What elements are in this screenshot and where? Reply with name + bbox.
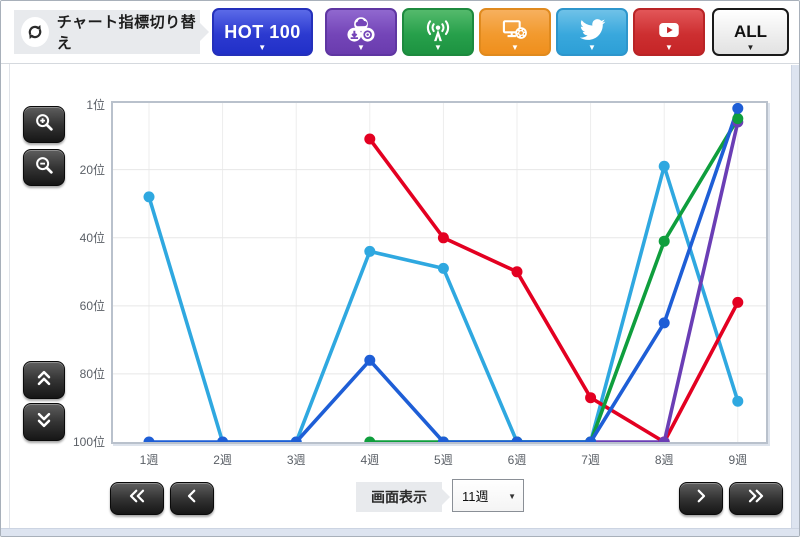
royal-blue-series-line xyxy=(147,106,740,442)
metric-button-video[interactable]: ▼ xyxy=(633,8,705,56)
royal-blue-series-point[interactable] xyxy=(364,354,376,366)
double-chevron-right-icon xyxy=(745,487,767,510)
metric-button-radio[interactable]: ▼ xyxy=(402,8,474,56)
chart-canvas[interactable] xyxy=(113,103,766,442)
chevron-down-icon: ▼ xyxy=(258,43,267,52)
monitor-disc-icon xyxy=(500,16,530,49)
x-tick-label: 1週 xyxy=(139,453,159,467)
green-series-point[interactable] xyxy=(658,235,670,247)
chevron-right-icon xyxy=(692,487,710,510)
scroll-down-button[interactable] xyxy=(23,403,65,441)
horizontal-scrollbar-track[interactable] xyxy=(1,528,799,536)
first-page-button[interactable] xyxy=(110,482,164,515)
royal-blue-series-point[interactable] xyxy=(658,317,670,329)
x-tick-label: 6週 xyxy=(507,453,527,467)
metric-button-twitter[interactable]: ▼ xyxy=(556,8,628,56)
display-range-label-text: 画面表示 xyxy=(371,489,427,505)
switch-arrows-icon xyxy=(21,17,49,47)
last-page-button[interactable] xyxy=(729,482,783,515)
sky-blue-series-point[interactable] xyxy=(437,262,449,274)
magnifier-minus-icon xyxy=(33,154,55,181)
prev-page-button[interactable] xyxy=(170,482,214,515)
metric-button-hot100[interactable]: HOT 100 ▼ xyxy=(212,8,313,56)
green-series-line xyxy=(367,116,740,442)
zoom-out-button[interactable] xyxy=(23,149,65,186)
purple-series-line xyxy=(588,120,740,442)
chart-metric-switch-text: チャート指標切り替え xyxy=(56,14,197,52)
chevron-down-icon: ▼ xyxy=(511,43,519,52)
chevron-down-icon: ▼ xyxy=(357,43,365,52)
red-series-point[interactable] xyxy=(437,232,449,244)
scroll-up-button[interactable] xyxy=(23,361,65,399)
metric-button-all[interactable]: ALL ▼ xyxy=(712,8,789,56)
x-tick-label: 5週 xyxy=(434,453,453,467)
royal-blue-series-point[interactable] xyxy=(290,436,302,443)
x-tick-label: 4週 xyxy=(360,453,380,467)
display-weeks-select[interactable]: 11週 ▼ xyxy=(452,479,524,512)
youtube-play-icon xyxy=(654,17,684,48)
display-weeks-value: 11週 xyxy=(462,489,489,504)
y-tick-label: 60位 xyxy=(79,298,105,313)
twitter-bird-icon xyxy=(578,16,606,49)
green-series-point[interactable] xyxy=(364,436,376,443)
red-series-point[interactable] xyxy=(585,392,597,404)
chevron-down-icon: ▼ xyxy=(746,43,755,52)
y-tick-label: 40位 xyxy=(79,230,105,245)
display-range-label: 画面表示 xyxy=(356,482,450,512)
double-chevron-down-icon xyxy=(34,410,54,435)
hot100-label: HOT 100 xyxy=(224,21,301,42)
sky-blue-series-point[interactable] xyxy=(658,160,670,172)
green-series-point[interactable] xyxy=(732,113,744,125)
chevron-down-icon: ▼ xyxy=(588,43,596,52)
chart-metric-switch-label: チャート指標切り替え xyxy=(14,10,209,54)
x-tick-label: 2週 xyxy=(213,453,232,467)
x-tick-label: 8週 xyxy=(654,453,674,467)
royal-blue-series-point[interactable] xyxy=(217,436,229,443)
royal-blue-series-point[interactable] xyxy=(143,436,155,443)
chevron-down-icon: ▼ xyxy=(434,43,442,52)
panel-left-border xyxy=(9,64,10,528)
radio-tower-icon xyxy=(424,16,452,49)
chevron-down-icon: ▼ xyxy=(508,492,516,501)
red-series-point[interactable] xyxy=(511,266,523,278)
all-label: ALL xyxy=(733,22,768,41)
x-tick-label: 3週 xyxy=(286,453,306,467)
sky-blue-series-point[interactable] xyxy=(143,191,155,203)
royal-blue-series-point[interactable] xyxy=(732,103,744,114)
metric-toolbar: チャート指標切り替え HOT 100 ▼ ▼ xyxy=(1,1,799,64)
sky-blue-series-point[interactable] xyxy=(364,245,376,257)
zoom-in-button[interactable] xyxy=(23,106,65,143)
rank-chart-plot-area xyxy=(111,101,768,444)
magnifier-plus-icon xyxy=(33,111,55,138)
y-tick-label: 20位 xyxy=(79,162,105,177)
y-tick-label: 100位 xyxy=(72,435,105,449)
y-tick-label: 1位 xyxy=(86,98,105,112)
red-series-line xyxy=(367,137,740,442)
chevron-down-icon: ▼ xyxy=(665,43,673,52)
royal-blue-series-point[interactable] xyxy=(511,436,523,443)
x-tick-label: 7週 xyxy=(581,453,600,467)
sky-blue-series-point[interactable] xyxy=(732,395,744,407)
royal-blue-series-point[interactable] xyxy=(437,436,449,443)
chevron-left-icon xyxy=(183,487,201,510)
metric-button-sales[interactable]: ▼ xyxy=(325,8,397,56)
next-page-button[interactable] xyxy=(679,482,723,515)
sales-bundle-icon xyxy=(345,15,377,50)
metric-button-lookup[interactable]: ▼ xyxy=(479,8,551,56)
double-chevron-left-icon xyxy=(126,487,148,510)
red-series-point[interactable] xyxy=(364,133,376,145)
double-chevron-up-icon xyxy=(34,368,54,393)
red-series-point[interactable] xyxy=(732,296,744,308)
royal-blue-series-point[interactable] xyxy=(585,436,597,443)
vertical-scrollbar-track[interactable] xyxy=(791,65,799,529)
y-tick-label: 80位 xyxy=(79,366,105,381)
purple-series-point[interactable] xyxy=(658,436,670,443)
x-tick-label: 9週 xyxy=(728,453,748,467)
